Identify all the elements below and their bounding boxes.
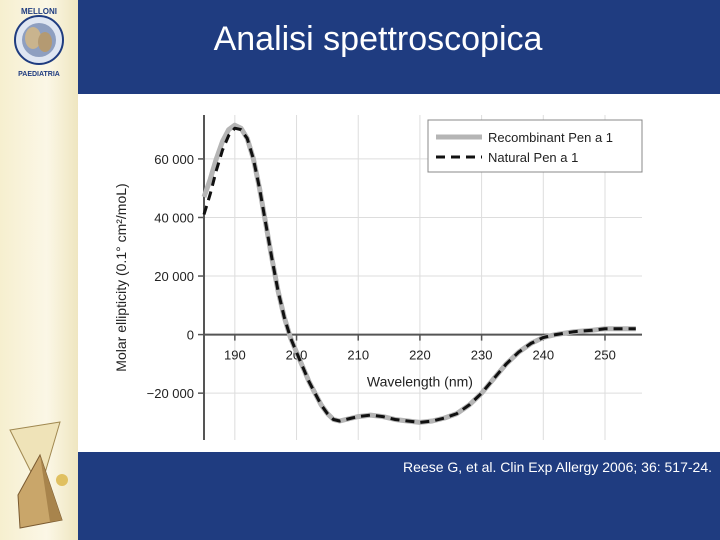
x-tick-label: 250 [594,348,616,363]
y-axis-label: Molar ellipticity (0.1° cm²/moL) [113,183,129,371]
citation-text: Reese G, et al. Clin Exp Allergy 2006; 3… [403,459,712,475]
x-tick-label: 190 [224,348,246,363]
y-tick-label: 40 000 [154,210,194,225]
x-tick-label: 230 [471,348,493,363]
data-series [201,122,636,425]
x-tick-label: 240 [532,348,554,363]
pyramid-ornament [9,421,68,529]
slide-title: Analisi spettroscopica [213,20,543,58]
x-tick-label: 210 [347,348,369,363]
x-tick-labels: 190 200 210 220 230 240 250 [224,334,616,363]
melloni-logo: MELLONI PAEDIATRIA [14,7,64,78]
y-tick-labels: 60 000 40 000 20 000 0 −20 000 [147,152,204,401]
legend-label: Recombinant Pen a 1 [488,130,613,145]
y-tick-label: 0 [187,328,194,343]
logo-top-text: MELLONI [21,7,57,16]
y-tick-label: −20 000 [147,386,194,401]
x-axis-label: Wavelength (nm) [367,374,473,390]
x-tick-label: 220 [409,348,431,363]
legend-label: Natural Pen a 1 [488,150,578,165]
series-line-natural-pen-a-1 [202,126,636,424]
y-tick-label: 20 000 [154,269,194,284]
legend-box [427,119,643,173]
decorative-sidebar: MELLONI PAEDIATRIA [0,0,78,540]
logo-bottom-text: PAEDIATRIA [18,71,60,78]
header-band [78,0,720,94]
y-tick-label: 60 000 [154,152,194,167]
chart-legend: Recombinant Pen a 1 Natural Pen a 1 [427,119,643,173]
footer-band [78,452,720,540]
